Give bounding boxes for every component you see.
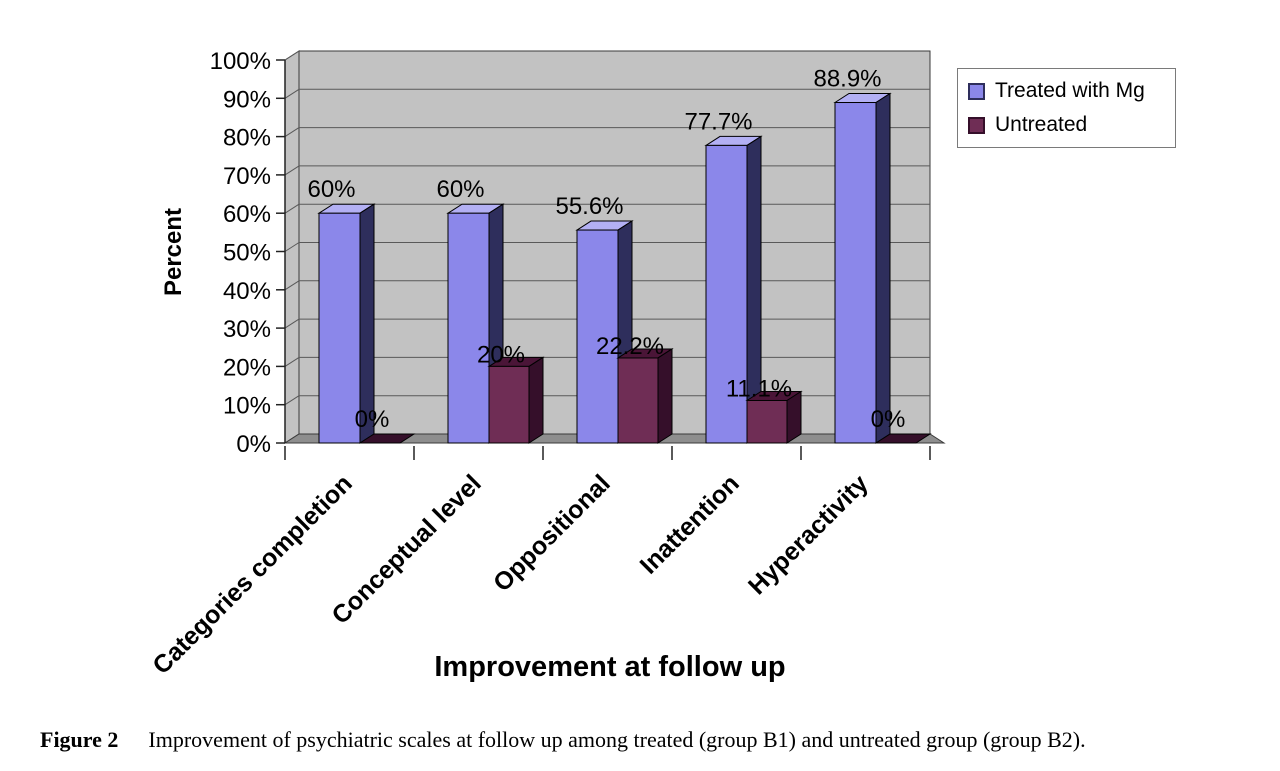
y-tick-label: 0%: [236, 431, 271, 458]
left-wall-gridline: [284, 280, 300, 291]
y-tick-label: 60%: [223, 201, 271, 228]
caption-text: Improvement of psychiatric scales at fol…: [148, 727, 1086, 752]
value-label: 22.2%: [596, 333, 664, 360]
figure-label: Figure 2: [40, 727, 119, 752]
left-wall-gridline: [284, 242, 300, 252]
legend-swatch-untreated: [968, 116, 985, 134]
value-label: 11.1%: [726, 375, 792, 402]
bar-untreated-1: [488, 365, 530, 444]
left-wall-gridline: [284, 395, 300, 406]
left-wall-gridline: [284, 356, 300, 367]
bar-treated-4: [834, 102, 877, 444]
value-label: 20%: [477, 341, 525, 368]
bar-untreated-1-side: [528, 356, 544, 444]
value-label: 60%: [307, 176, 355, 203]
value-label: 55.6%: [555, 193, 623, 220]
bar-treated-0: [318, 212, 361, 444]
x-axis-title: Improvement at follow up: [434, 651, 786, 683]
left-wall-gridline: [284, 127, 300, 138]
bar-untreated-3: [746, 399, 788, 444]
bar-treated-3: [705, 144, 748, 444]
bar-treated-2: [576, 229, 619, 444]
left-wall-gridline: [284, 203, 300, 214]
y-tick-label: 80%: [223, 125, 271, 152]
category-label: Oppositional: [488, 469, 616, 597]
bar-treated-1: [447, 212, 490, 444]
legend: Treated with Mg Untreated: [957, 68, 1176, 148]
y-tick-label: 50%: [223, 240, 271, 267]
left-wall-gridline: [284, 88, 300, 99]
y-axis-title: Percent: [160, 207, 187, 297]
y-tick-label: 10%: [223, 393, 271, 420]
legend-item-untreated: Untreated: [958, 113, 1175, 137]
bar-untreated-2: [617, 357, 659, 444]
value-label: 77.7%: [684, 108, 752, 135]
value-label: 60%: [436, 176, 484, 203]
value-label: 0%: [871, 406, 906, 433]
category-label: Hyperactivity: [743, 469, 874, 600]
bar-untreated-4: [874, 433, 932, 444]
bar-untreated-0: [358, 433, 416, 444]
y-tick-label: 90%: [223, 86, 271, 113]
bar-treated-4-side: [875, 92, 891, 444]
legend-label-treated: Treated with Mg: [995, 79, 1145, 102]
legend-item-treated: Treated with Mg: [958, 79, 1175, 103]
category-label: Inattention: [635, 469, 745, 579]
y-tick-label: 70%: [223, 163, 271, 190]
bar-chart-svg: 0% 10% 20% 30% 40% 50% 60% 70% 80% 90% 100% 60% 0% 60…: [147, 48, 946, 680]
y-tick-label: 40%: [223, 278, 271, 305]
y-tick-label: 100%: [210, 48, 271, 75]
legend-label-untreated: Untreated: [995, 113, 1088, 136]
left-wall-gridline: [284, 165, 300, 176]
bar-untreated-2-side: [657, 348, 673, 444]
y-tick-label: 20%: [223, 354, 271, 381]
y-tick-label: 30%: [223, 316, 271, 343]
category-label: Categories completion: [147, 469, 357, 679]
figure-caption: Figure 2 Improvement of psychiatric scal…: [40, 727, 1250, 753]
value-label: 88.9%: [813, 66, 881, 93]
legend-swatch-treated: [968, 82, 985, 100]
value-label: 0%: [355, 406, 390, 433]
left-wall-gridline: [284, 50, 300, 61]
left-wall-gridline: [284, 318, 300, 329]
